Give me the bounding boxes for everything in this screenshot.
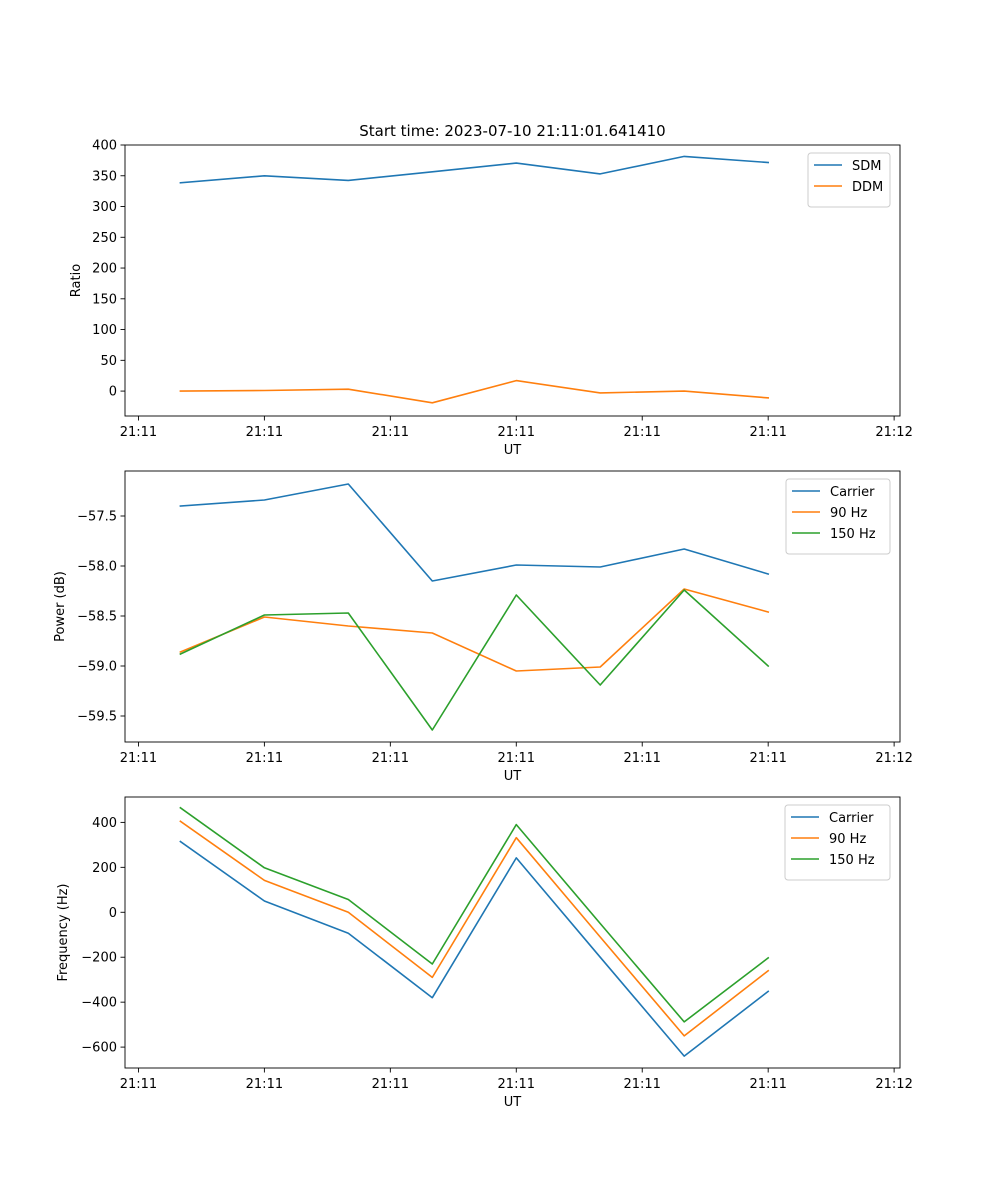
legend-label: 90 Hz: [830, 506, 867, 521]
legend-label: Carrier: [830, 485, 875, 500]
x-tick-label: 21:11: [498, 425, 535, 440]
legend-label: SDM: [852, 159, 881, 174]
x-tick-label: 21:11: [498, 751, 535, 766]
x-tick-label: 21:11: [120, 1077, 157, 1092]
y-tick-label: 250: [92, 231, 117, 246]
y-tick-label: 300: [92, 200, 117, 215]
power-chart: 21:11 21:11 21:11 21:11 21:11 21:11 21:12 −59.5…: [53, 470, 913, 784]
x-tick-label: 21:12: [875, 425, 912, 440]
y-tick-label: 150: [92, 292, 117, 307]
series-line-150-hz: [179, 806, 770, 1023]
y-tick-label: 0: [109, 385, 117, 400]
x-tick-label: 21:11: [246, 425, 283, 440]
y-tick-label: 200: [92, 262, 117, 277]
legend-label: 150 Hz: [830, 527, 876, 542]
series-line-ddm: [179, 379, 770, 404]
x-tick-label: 21:11: [372, 1077, 409, 1092]
y-axis-label: Frequency (Hz): [56, 883, 71, 981]
legend-frame: [785, 478, 891, 555]
x-tick-label: 21:11: [498, 1077, 535, 1092]
x-tick-label: 21:11: [120, 751, 157, 766]
x-tick-label: 21:11: [623, 751, 660, 766]
x-tick-label: 21:12: [875, 751, 912, 766]
series-line-90-hz: [179, 588, 770, 672]
x-tick-label: 21:11: [749, 751, 786, 766]
series-line-150-hz: [179, 589, 770, 731]
ratio-chart: 21:11 21:11 21:11 21:11 21:11 21:11 21:12 0 50 10…: [69, 139, 913, 459]
legend-frame: [784, 804, 891, 881]
x-tick-label: 21:11: [372, 751, 409, 766]
y-tick-label: 100: [92, 323, 117, 338]
legend-label: DDM: [852, 180, 883, 195]
y-tick-label: 50: [100, 354, 117, 369]
y-tick-label: −57.5: [77, 510, 117, 525]
y-tick-label: −59.0: [77, 660, 117, 675]
series-line-90-hz: [179, 820, 770, 1037]
y-tick-label: 400: [92, 816, 117, 831]
y-tick-label: 400: [92, 139, 117, 154]
x-tick-label: 21:11: [372, 425, 409, 440]
frequency-chart: 21:11 21:11 21:11 21:11 21:11 21:11 21:12 −600 −…: [56, 796, 913, 1110]
legend-label: 150 Hz: [829, 853, 875, 868]
y-tick-label: −600: [81, 1041, 117, 1056]
x-tick-label: 21:11: [120, 425, 157, 440]
series-line-sdm: [179, 155, 770, 184]
x-tick-label: 21:11: [749, 1077, 786, 1092]
axes-frame: [124, 144, 901, 417]
axes-frame: [124, 796, 901, 1069]
legend-label: 90 Hz: [829, 832, 866, 847]
figure-title: Start time: 2023-07-10 21:11:01.641410: [359, 122, 665, 140]
legend: SDM DDM: [807, 152, 891, 208]
y-tick-label: −58.0: [77, 560, 117, 575]
y-tick-label: −400: [81, 996, 117, 1011]
legend-frame: [807, 152, 891, 208]
y-tick-label: −58.5: [77, 610, 117, 625]
x-axis-label: UT: [504, 443, 522, 458]
y-tick-label: −59.5: [77, 710, 117, 725]
x-tick-label: 21:11: [246, 751, 283, 766]
y-axis-label: Ratio: [69, 264, 84, 297]
y-axis-label: Power (dB): [53, 571, 68, 642]
series-line-carrier: [179, 483, 770, 582]
y-tick-label: 0: [109, 906, 117, 921]
y-tick-label: 350: [92, 169, 117, 184]
x-tick-label: 21:11: [623, 1077, 660, 1092]
x-tick-label: 21:11: [246, 1077, 283, 1092]
axes-frame: [124, 470, 901, 743]
legend-label: Carrier: [829, 811, 874, 826]
y-tick-label: −200: [81, 951, 117, 966]
x-tick-label: 21:11: [623, 425, 660, 440]
legend: Carrier 90 Hz 150 Hz: [785, 478, 891, 555]
x-tick-label: 21:12: [875, 1077, 912, 1092]
x-tick-label: 21:11: [749, 425, 786, 440]
series-line-carrier: [179, 840, 770, 1057]
x-axis-label: UT: [504, 1095, 522, 1110]
legend: Carrier 90 Hz 150 Hz: [784, 804, 891, 881]
y-tick-label: 200: [92, 861, 117, 876]
x-axis-label: UT: [504, 769, 522, 784]
